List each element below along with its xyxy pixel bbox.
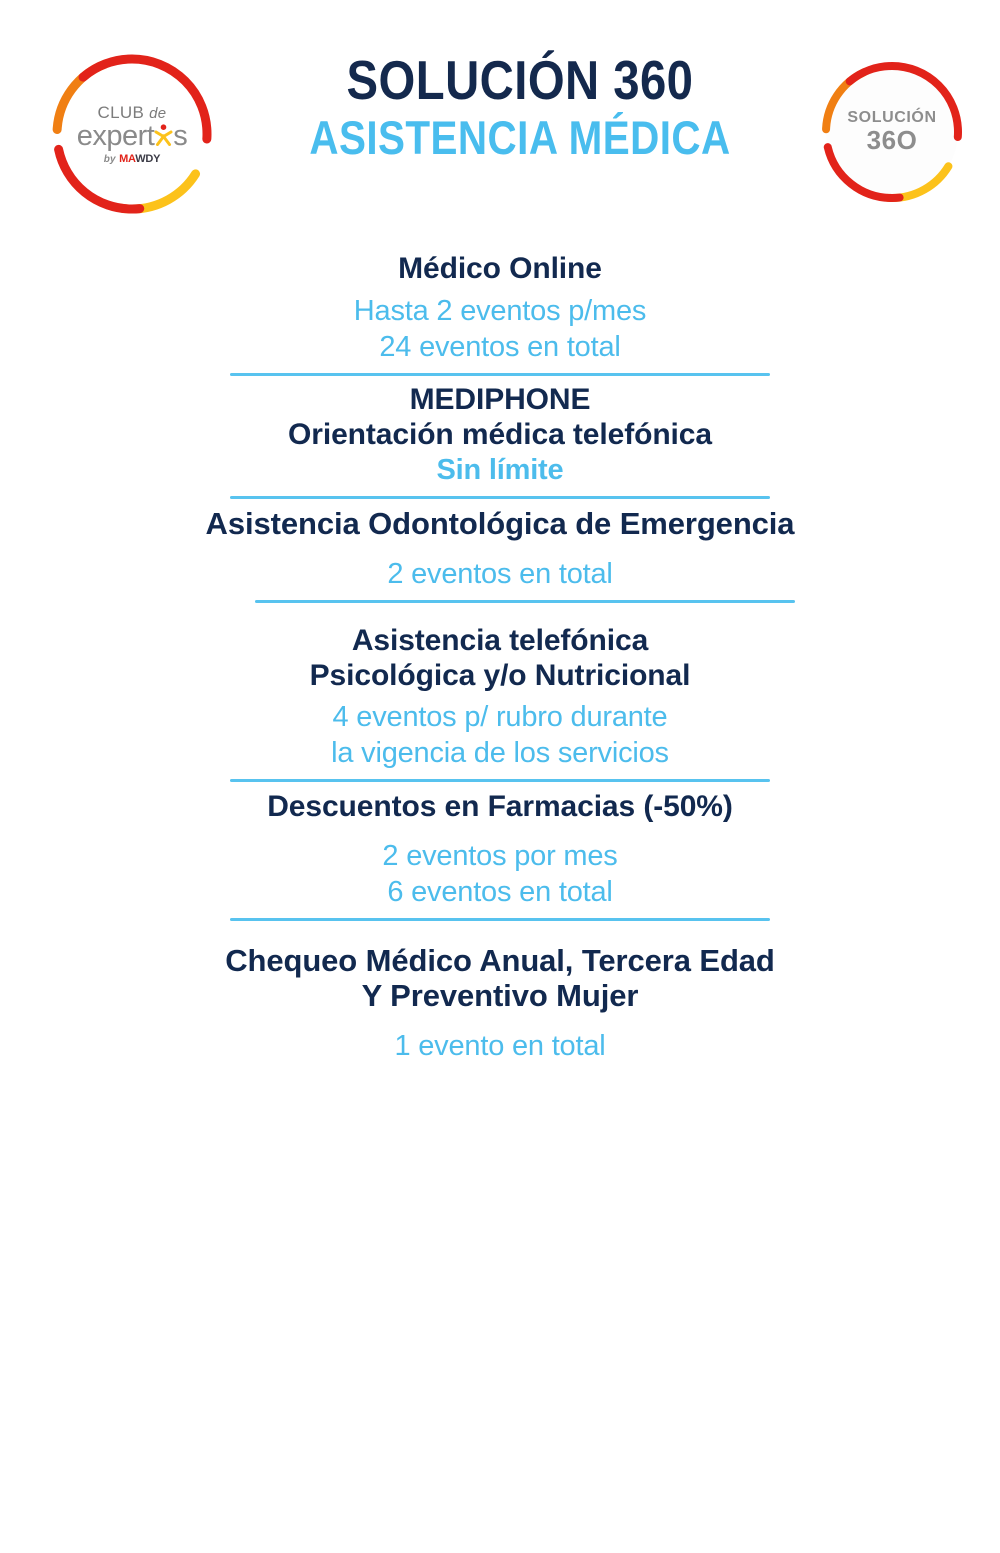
benefit-detail-line: 2 eventos por mes [382,840,618,873]
logo-ring [42,44,222,224]
benefit-chequeo-medico: Chequeo Médico Anual, Tercera Edad Y Pre… [0,929,1000,1065]
benefits-list: Médico Online Hasta 2 eventos p/mes 24 e… [0,230,1000,1064]
benefit-detail-line: Hasta 2 eventos p/mes [353,294,647,327]
section-divider [0,772,1000,790]
page-subtitle: ASISTENCIA MÉDICA [309,111,731,165]
benefit-detail-line: 24 eventos en total [379,330,621,363]
section-divider [0,488,1000,506]
page-title: SOLUCIÓN 360 [346,49,694,111]
flyer-header: CLUB de expert s by M [0,0,1000,230]
benefit-heading: MEDIPHONE [409,383,591,416]
benefit-psicologica-nutricional: Asistencia telefónica Psicológica y/o Nu… [0,610,1000,772]
benefit-heading: Descuentos en Farmacias (-50%) [267,789,733,823]
club-de-expertos-logo: CLUB de expert s by M [42,44,222,224]
solucion-360-badge: SOLUCIÓN 36O [812,52,972,212]
benefit-heading: Asistencia telefónica [351,624,649,658]
benefit-detail-line: 1 evento en total [394,1029,606,1062]
benefit-medico-online: Médico Online Hasta 2 eventos p/mes 24 e… [0,252,1000,365]
benefit-farmacias: Descuentos en Farmacias (-50%) 2 eventos… [0,790,1000,911]
benefit-heading: Chequeo Médico Anual, Tercera Edad [225,942,775,978]
benefit-subheading: Y Preventivo Mujer [361,978,639,1014]
logo-ring-svg [52,54,212,214]
badge-ring-svg [822,62,962,202]
header-titles: SOLUCIÓN 360 ASISTENCIA MÉDICA [240,52,800,162]
benefit-detail-line: 2 eventos en total [387,557,613,590]
section-divider [0,592,1000,610]
benefit-subheading: Psicológica y/o Nutricional [309,658,691,692]
benefit-detail-line: 4 eventos p/ rubro durante [332,701,668,734]
badge-ring [812,52,972,212]
benefit-heading: Médico Online [398,252,602,285]
benefit-detail-line: Sin límite [436,454,564,486]
benefit-detail-line: la vigencia de los servicios [331,737,669,770]
section-divider [0,365,1000,383]
benefit-heading: Asistencia Odontológica de Emergencia [205,506,795,542]
benefit-odontologica: Asistencia Odontológica de Emergencia 2 … [0,506,1000,592]
benefit-subheading: Orientación médica telefónica [288,417,712,451]
benefit-detail-line: 6 eventos en total [387,876,613,909]
section-divider [0,911,1000,929]
benefit-mediphone: MEDIPHONE Orientación médica telefónica … [0,383,1000,488]
